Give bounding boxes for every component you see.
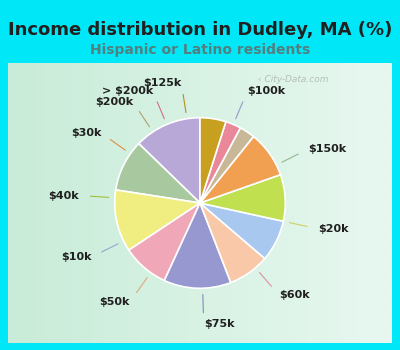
Wedge shape: [200, 203, 265, 282]
Text: $30k: $30k: [71, 128, 101, 138]
Text: $150k: $150k: [308, 144, 346, 154]
Text: $125k: $125k: [143, 78, 182, 88]
Wedge shape: [200, 203, 283, 259]
Text: $100k: $100k: [247, 86, 285, 97]
Wedge shape: [116, 144, 200, 203]
Wedge shape: [200, 118, 226, 203]
Text: $75k: $75k: [204, 319, 234, 329]
Text: $10k: $10k: [61, 252, 92, 262]
Text: Income distribution in Dudley, MA (%): Income distribution in Dudley, MA (%): [8, 21, 392, 39]
Wedge shape: [139, 118, 200, 203]
Text: > $200k: > $200k: [102, 86, 153, 97]
Text: $20k: $20k: [318, 224, 349, 234]
Text: $40k: $40k: [48, 190, 79, 201]
Text: $200k: $200k: [95, 97, 133, 107]
Wedge shape: [200, 136, 280, 203]
Wedge shape: [200, 175, 285, 221]
Text: Hispanic or Latino residents: Hispanic or Latino residents: [90, 43, 310, 57]
Text: ‹ City-Data.com: ‹ City-Data.com: [258, 75, 328, 84]
Wedge shape: [200, 128, 254, 203]
Wedge shape: [129, 203, 200, 280]
Wedge shape: [164, 203, 231, 288]
Text: $60k: $60k: [279, 290, 310, 300]
Wedge shape: [115, 190, 200, 250]
Wedge shape: [200, 122, 240, 203]
Text: $50k: $50k: [100, 297, 130, 307]
